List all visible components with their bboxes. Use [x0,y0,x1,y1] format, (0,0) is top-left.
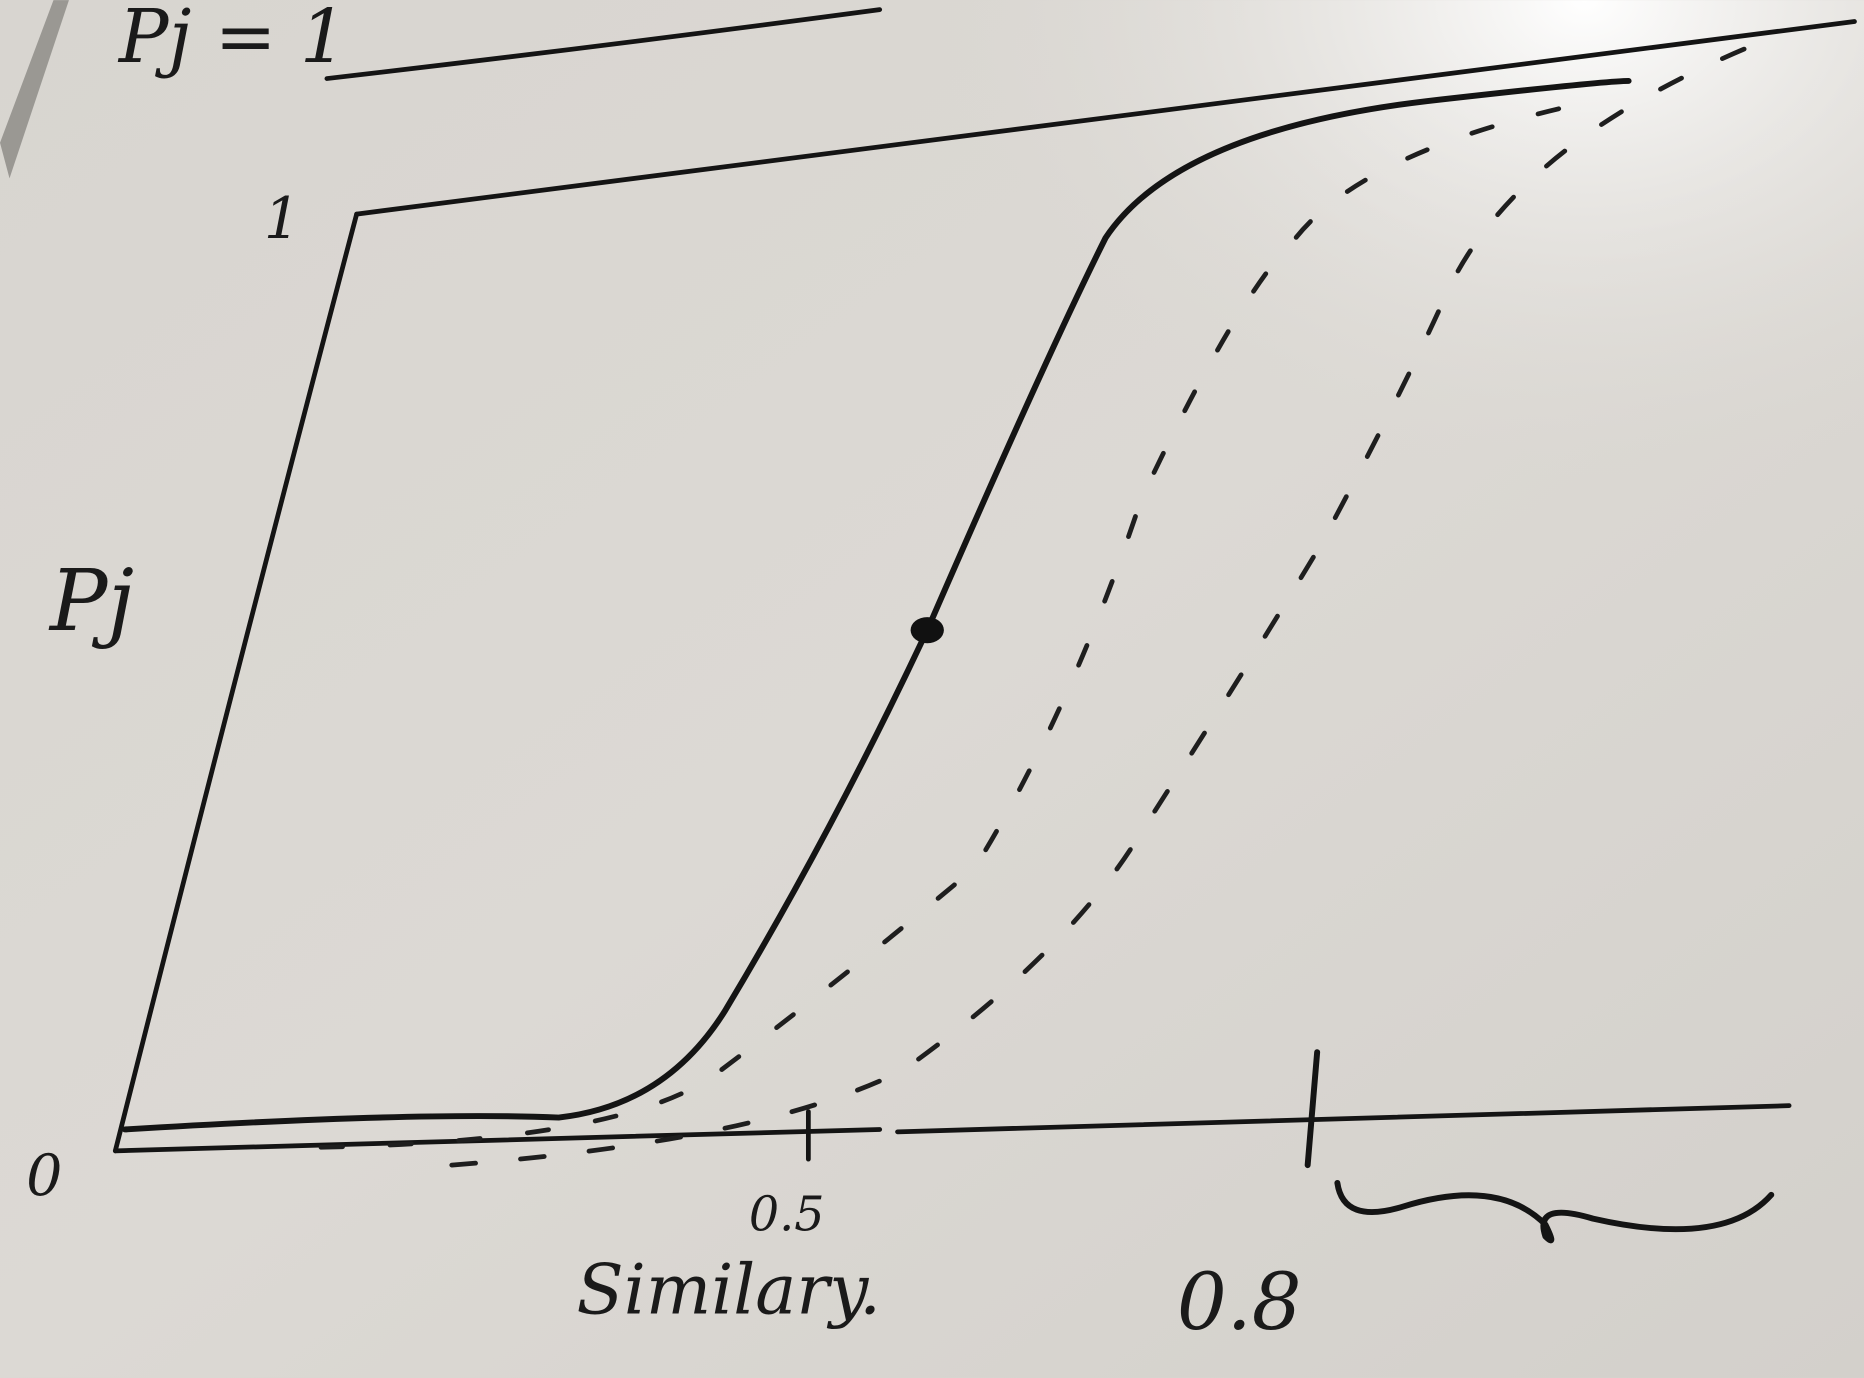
curve-dot [911,617,944,643]
y-tick-top: 1 [264,186,300,252]
top-formula: Pj = 1 [117,0,347,80]
whiteboard-photo: Pj = 1 1 Pj 0 0.5 Similary. 0.8 [0,0,1864,1378]
x-tick-right: 0.8 [1177,1256,1302,1348]
x-axis-label: Similary. [577,1251,882,1331]
y-axis-label: Pj [48,552,134,651]
page: Pj = 1 1 Pj 0 0.5 Similary. 0.8 (() => {… [0,0,1864,1378]
x-tick-mid: 0.5 [749,1187,825,1242]
y-tick-bottom: 0 [26,1143,62,1209]
